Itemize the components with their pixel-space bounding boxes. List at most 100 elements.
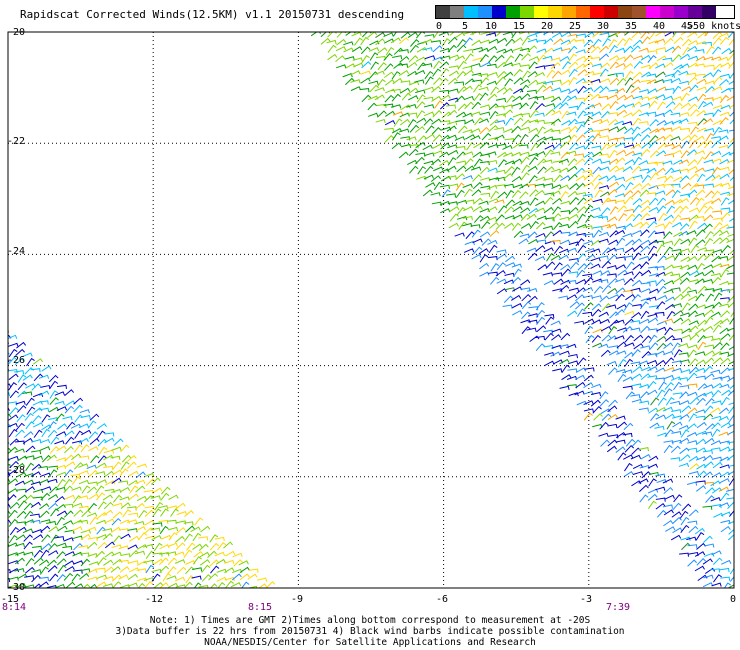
wind-barb — [550, 62, 561, 70]
wind-barb — [711, 389, 722, 398]
wind-barb — [567, 33, 578, 39]
wind-barb — [728, 38, 734, 46]
wind-barb — [638, 47, 649, 52]
wind-barb — [727, 534, 734, 541]
wind-barb — [712, 217, 723, 222]
wind-barb — [433, 60, 443, 70]
wind-barb — [457, 216, 468, 221]
wind-barb — [711, 190, 721, 199]
wind-barb — [416, 110, 426, 119]
wind-barb — [647, 493, 658, 501]
wind-barb — [639, 255, 650, 261]
wind-barb — [600, 143, 611, 152]
wind-barb — [519, 151, 530, 156]
wind-barb — [704, 237, 714, 247]
wind-barb — [471, 101, 481, 110]
wind-barb — [673, 494, 683, 503]
wind-barb — [624, 318, 635, 326]
wind-barb — [689, 108, 700, 117]
wind-barb — [704, 140, 714, 149]
wind-barb — [38, 390, 50, 397]
wind-barb — [454, 55, 466, 61]
wind-barb — [640, 391, 650, 399]
wind-barb — [415, 156, 425, 165]
wind-barb — [72, 502, 83, 508]
wind-barb — [543, 206, 554, 214]
wind-barb — [695, 359, 706, 366]
wind-barb — [663, 342, 674, 350]
wind-barb — [672, 328, 683, 334]
wind-barb — [600, 224, 611, 229]
wind-barb — [38, 581, 49, 588]
wind-barb — [673, 205, 684, 214]
wind-barb — [520, 93, 531, 101]
wind-barb — [120, 502, 131, 509]
wind-barb — [712, 382, 723, 389]
wind-barb — [720, 310, 730, 318]
wind-barb — [719, 94, 729, 103]
wind-barb — [494, 127, 505, 132]
wind-barb — [630, 86, 641, 94]
wind-barb — [705, 423, 716, 431]
wind-barb — [696, 262, 705, 272]
wind-barb — [655, 167, 666, 175]
wind-barb — [198, 585, 209, 588]
wind-barb — [625, 150, 636, 157]
wind-barb — [727, 301, 734, 309]
wind-barb — [608, 158, 619, 165]
wind-barb — [712, 557, 723, 565]
wind-barb — [664, 32, 675, 37]
wind-barb — [666, 205, 676, 214]
wind-barb — [591, 308, 602, 317]
lon-tick-label: -6 — [436, 594, 448, 605]
wind-barb — [625, 239, 636, 247]
wind-barb — [534, 207, 546, 213]
wind-barb — [40, 492, 51, 501]
wind-barb — [649, 150, 660, 158]
wind-barb — [718, 502, 730, 507]
wind-barb — [351, 32, 362, 37]
wind-barb — [65, 581, 76, 588]
wind-barb — [48, 525, 59, 533]
wind-barb — [527, 89, 537, 94]
wind-barb — [478, 248, 489, 255]
wind-barb — [687, 440, 698, 445]
wind-barb — [624, 70, 634, 80]
wind-barb — [462, 175, 473, 180]
wind-barb — [729, 316, 734, 325]
wind-barb — [689, 463, 700, 470]
wind-barb — [551, 32, 563, 38]
wind-barb — [711, 255, 722, 263]
wind-barb — [490, 262, 500, 272]
wind-barb — [553, 222, 563, 230]
wind-barb — [696, 78, 707, 85]
wind-barb — [664, 303, 676, 311]
wind-barb — [487, 239, 498, 245]
wind-barb — [671, 439, 682, 444]
wind-barb — [600, 325, 612, 332]
wind-barb — [104, 437, 115, 444]
wind-barb — [647, 328, 658, 333]
wind-barb — [24, 367, 34, 375]
wind-barb — [16, 414, 26, 423]
wind-barb — [727, 430, 734, 436]
wind-barb — [480, 111, 491, 116]
wind-barb — [720, 446, 731, 452]
wind-barb — [646, 73, 657, 78]
wind-barb — [433, 181, 443, 191]
wind-barb — [56, 510, 68, 517]
wind-barb — [431, 158, 441, 166]
wind-barb — [544, 95, 555, 101]
wind-barb — [457, 85, 468, 94]
wind-barb — [495, 97, 507, 103]
wind-barb — [688, 358, 699, 367]
wind-barb — [479, 215, 491, 222]
wind-barb — [119, 566, 130, 573]
wind-barb — [137, 544, 148, 550]
wind-barb — [521, 119, 532, 127]
wind-barb — [577, 213, 586, 223]
wind-barb — [73, 404, 83, 413]
wind-barb — [462, 85, 473, 92]
wind-barb — [609, 100, 619, 109]
wind-barb — [446, 175, 457, 180]
